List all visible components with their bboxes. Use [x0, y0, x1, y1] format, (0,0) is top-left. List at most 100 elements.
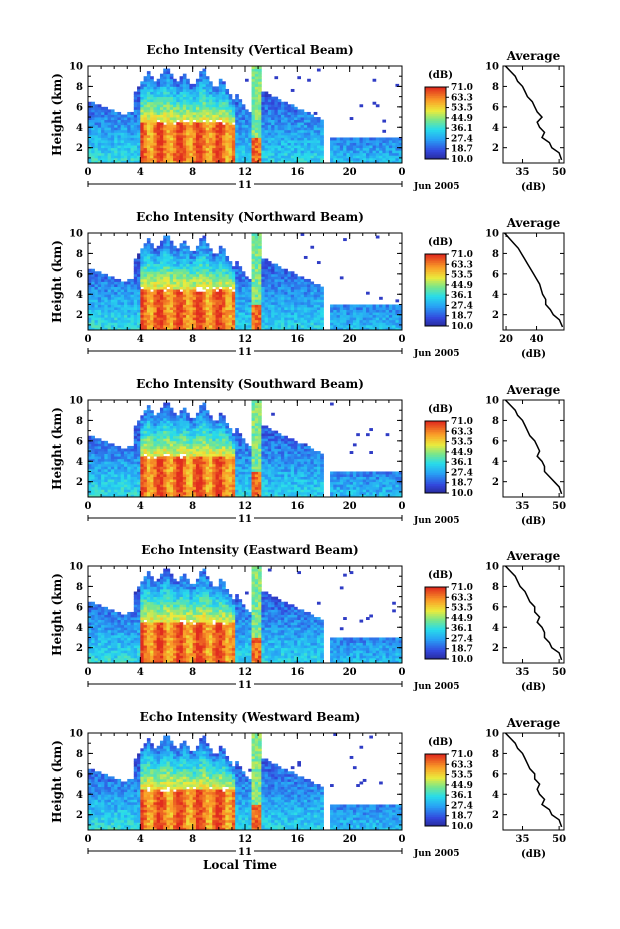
heatmap-cell [274, 145, 279, 149]
heatmap-cell [375, 157, 380, 161]
heatmap-cell [218, 132, 223, 136]
heatmap-cell [150, 255, 154, 259]
heatmap-cell [179, 145, 184, 149]
heatmap-cell [202, 263, 207, 267]
heatmap-cell [382, 327, 387, 331]
heatmap-cell [202, 68, 207, 72]
average-y-tick-label: 4 [492, 123, 499, 134]
heatmap-cell [385, 152, 390, 156]
heatmap-cell [218, 117, 223, 120]
heatmap-cell [88, 145, 92, 149]
heatmap-cell [313, 122, 318, 126]
heatmap-cell [97, 448, 102, 452]
heatmap-cell [280, 132, 285, 136]
heatmap-cell [120, 160, 125, 164]
heatmap-cell [271, 152, 275, 156]
heatmap-cell [120, 281, 125, 285]
heatmap-cell [163, 86, 167, 90]
heatmap-cell [274, 129, 279, 133]
heatmap-cell [330, 145, 334, 149]
heatmap-cell [107, 309, 112, 313]
heatmap-cell [349, 145, 354, 149]
heatmap-cell [199, 106, 203, 110]
heatmap-cell [267, 284, 272, 287]
heatmap-cell [186, 78, 190, 82]
heatmap-cell [349, 152, 354, 156]
heatmap-cell [88, 301, 92, 305]
heatmap-cell [264, 276, 269, 280]
heatmap-cell [225, 289, 230, 293]
heatmap-cell [238, 129, 243, 133]
colorbar-segment [425, 155, 446, 158]
heatmap-cell [182, 240, 187, 244]
heatmap-cell [310, 140, 315, 143]
heatmap-cell [290, 278, 295, 282]
heatmap-cell [359, 314, 364, 318]
heatmap-cell [143, 152, 148, 156]
heatmap-cell [173, 301, 177, 305]
heatmap-cell [130, 160, 135, 164]
heatmap-cell [189, 271, 194, 275]
heatmap-cell [395, 140, 400, 143]
heatmap-cell [238, 132, 243, 136]
heatmap-cell [235, 299, 239, 303]
heatmap-cell [88, 127, 92, 131]
heatmap-cell [176, 142, 180, 146]
heatmap-cell [336, 322, 341, 326]
heatmap-cell [284, 284, 288, 287]
heatmap-cell [369, 312, 373, 316]
heatmap-cell [179, 134, 184, 138]
heatmap-cell [179, 281, 184, 285]
heatmap-cell [186, 263, 190, 267]
heatmap-cell [192, 152, 197, 156]
heatmap-cell [107, 476, 112, 480]
day-label-bg [236, 179, 254, 189]
heatmap-cell [290, 150, 295, 154]
heatmap-cell [182, 301, 187, 305]
heatmap-cell [290, 104, 295, 108]
heatmap-cell [297, 119, 301, 123]
heatmap-cell [313, 309, 318, 313]
heatmap-cell [137, 94, 141, 98]
heatmap-cell [215, 276, 220, 280]
heatmap-cell [313, 132, 318, 136]
heatmap-cell [215, 147, 220, 151]
heatmap-cell [235, 281, 239, 285]
heatmap-cell [222, 119, 226, 123]
heatmap-cell [123, 324, 128, 328]
heatmap-cell [297, 145, 301, 149]
heatmap-cell [186, 284, 190, 287]
heatmap-cell [205, 132, 210, 136]
heatmap-cell [94, 140, 99, 143]
heatmap-cell [133, 91, 138, 95]
heatmap-cell [137, 134, 141, 138]
heatmap-cell [218, 83, 223, 87]
heatmap-cell [271, 281, 275, 285]
heatmap-cell [91, 435, 95, 439]
heatmap-cell [140, 317, 144, 321]
heatmap-cell [88, 317, 92, 321]
heatmap-cell [287, 281, 292, 285]
heatmap-cell [271, 314, 275, 318]
heatmap-cell [163, 291, 167, 295]
heatmap-cell [313, 160, 318, 164]
heatmap-cell [123, 314, 128, 318]
heatmap-cell [186, 322, 190, 326]
heatmap-cell [218, 104, 223, 108]
heatmap-cell [336, 155, 341, 159]
heatmap-cell [189, 160, 194, 164]
heatmap-cell [258, 124, 262, 128]
heatmap-cell [159, 301, 164, 305]
heatmap-cell [280, 150, 285, 154]
heatmap-cell [192, 109, 197, 113]
heatmap-cell [123, 322, 128, 326]
heatmap-cell [225, 317, 230, 321]
heatmap-cell [264, 122, 269, 126]
heatmap-cell [258, 263, 262, 267]
heatmap-cell [169, 314, 174, 318]
heatmap-cell [274, 132, 279, 136]
heatmap-cell [261, 127, 266, 131]
heatmap-cell [150, 142, 154, 146]
heatmap-cell [261, 291, 266, 295]
heatmap-cell [261, 307, 266, 310]
